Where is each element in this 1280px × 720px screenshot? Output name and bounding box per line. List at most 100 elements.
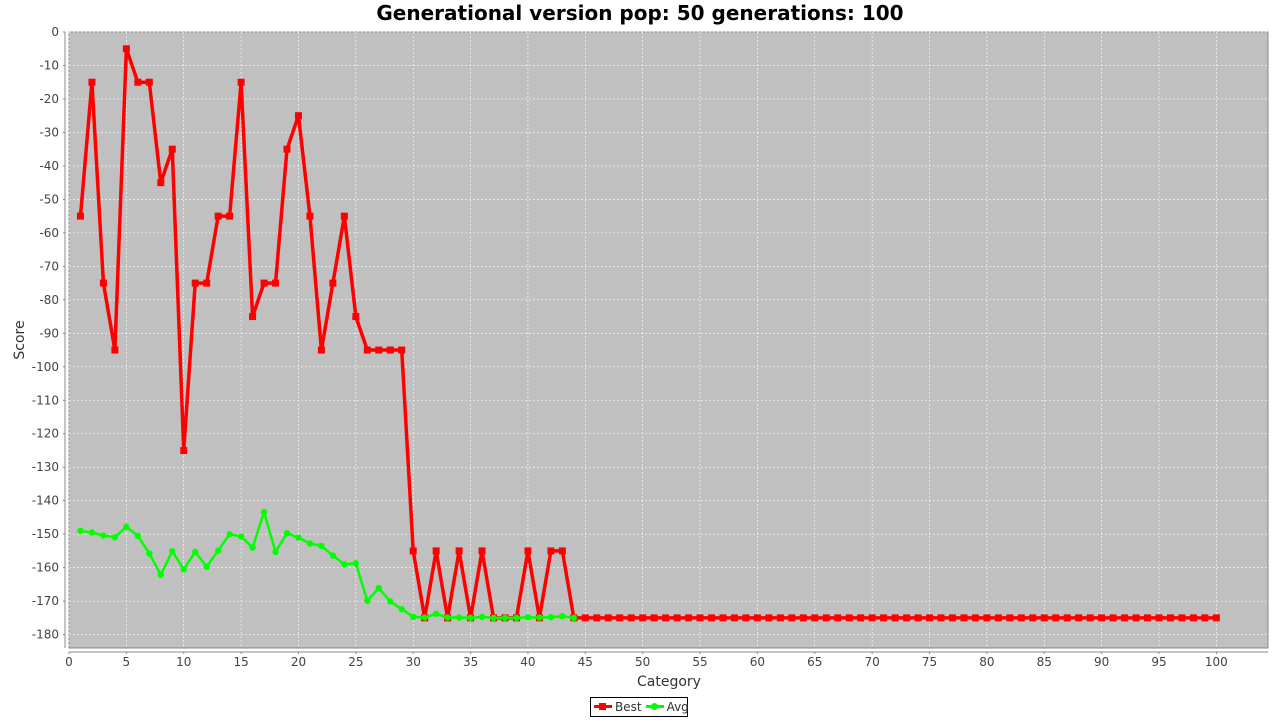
legend-item-avg: Avg <box>645 700 689 714</box>
data-point-best <box>214 212 222 220</box>
y-tick-label: -70 <box>39 259 59 273</box>
grid-layer <box>68 31 1268 648</box>
data-point-avg <box>100 532 107 539</box>
data-point-best <box>616 614 624 622</box>
data-point-avg <box>111 533 119 541</box>
x-tick-label: 35 <box>463 655 478 669</box>
y-tick-label: -100 <box>32 360 59 374</box>
axis-layer: 0 -10 -20 -30 -40 -50 -60 -70 -80 -90 -100 -110 -120… <box>32 25 1268 669</box>
data-point-avg <box>375 584 382 592</box>
x-tick-label: 60 <box>750 655 765 669</box>
data-point-avg <box>387 598 394 605</box>
data-point-best <box>880 614 888 622</box>
data-point-avg <box>341 561 348 568</box>
data-point-best <box>960 614 968 622</box>
data-point-avg <box>570 614 578 622</box>
data-point-avg <box>329 552 337 559</box>
data-point-best <box>1132 614 1140 622</box>
data-point-avg <box>226 530 233 538</box>
data-point-best <box>1212 614 1220 622</box>
legend-swatch-best <box>594 700 612 714</box>
data-point-best <box>811 614 819 622</box>
x-tick-label: 0 <box>65 655 73 669</box>
data-point-best <box>1178 614 1186 622</box>
data-point-best <box>294 112 302 120</box>
data-point-best <box>76 212 84 220</box>
data-point-avg <box>249 544 256 551</box>
data-point-best <box>1189 614 1197 622</box>
data-point-best <box>1040 614 1048 622</box>
data-point-avg <box>467 614 474 622</box>
data-point-best <box>1017 614 1025 622</box>
y-axis-label: Score <box>12 320 28 359</box>
y-tick-label: -150 <box>32 527 59 541</box>
data-point-avg <box>513 614 520 622</box>
data-point-avg <box>501 614 509 622</box>
data-point-best <box>1144 614 1152 622</box>
data-point-best <box>776 614 784 622</box>
y-tick-label: -40 <box>39 159 59 173</box>
data-point-best <box>329 279 337 287</box>
data-point-best <box>398 346 406 354</box>
data-point-best <box>719 614 727 622</box>
data-point-avg <box>536 614 543 621</box>
legend: Best Avg <box>590 697 689 717</box>
data-point-best <box>547 547 555 555</box>
data-point-avg <box>237 533 245 540</box>
data-point-best <box>948 614 956 622</box>
data-point-best <box>226 212 234 220</box>
data-point-best <box>317 346 325 354</box>
data-point-best <box>604 614 612 622</box>
data-point-avg <box>134 532 142 540</box>
y-tick-label: -130 <box>32 460 59 474</box>
data-point-best <box>1121 614 1129 622</box>
x-tick-label: 100 <box>1205 655 1228 669</box>
data-point-avg <box>283 529 291 537</box>
x-tick-label: 85 <box>1037 655 1052 669</box>
data-point-avg <box>306 540 314 547</box>
x-axis-label: Category <box>637 674 701 690</box>
y-tick-label: -80 <box>39 293 59 307</box>
data-point-avg <box>77 527 84 535</box>
data-point-best <box>730 614 738 622</box>
y-tick-label: -30 <box>39 125 59 139</box>
data-point-best <box>524 547 532 555</box>
data-point-best <box>145 78 153 86</box>
series-layer <box>76 45 1220 622</box>
y-tick-label: -60 <box>39 226 59 240</box>
plot-background <box>68 31 1269 649</box>
data-point-avg <box>192 548 199 556</box>
data-point-avg <box>272 548 279 556</box>
data-point-best <box>237 78 245 86</box>
chart-title: Generational version pop: 50 generations… <box>376 1 904 25</box>
y-tick-label: -10 <box>39 58 59 72</box>
y-tick-label: -120 <box>32 427 59 441</box>
data-point-best <box>662 614 670 622</box>
data-point-avg <box>88 529 96 536</box>
data-point-best <box>260 279 268 287</box>
data-point-avg <box>123 523 130 531</box>
data-point-best <box>375 346 383 354</box>
data-point-best <box>708 614 716 622</box>
y-tick-label: -160 <box>32 561 59 575</box>
x-tick-label: 50 <box>635 655 650 669</box>
data-point-best <box>1201 614 1209 622</box>
data-point-best <box>283 145 291 153</box>
data-point-best <box>983 614 991 622</box>
data-point-best <box>409 547 417 555</box>
data-point-avg <box>490 614 497 622</box>
data-point-best <box>122 45 130 53</box>
data-point-best <box>673 614 681 622</box>
data-point-best <box>1006 614 1014 622</box>
data-point-avg <box>318 542 325 550</box>
data-point-best <box>1098 614 1106 622</box>
x-tick-label: 70 <box>865 655 880 669</box>
data-point-best <box>1052 614 1060 622</box>
y-tick-label: -170 <box>32 594 59 608</box>
data-point-best <box>857 614 865 622</box>
data-point-best <box>1109 614 1117 622</box>
series-best <box>76 45 1220 622</box>
data-point-best <box>99 279 107 287</box>
data-point-best <box>1166 614 1174 622</box>
